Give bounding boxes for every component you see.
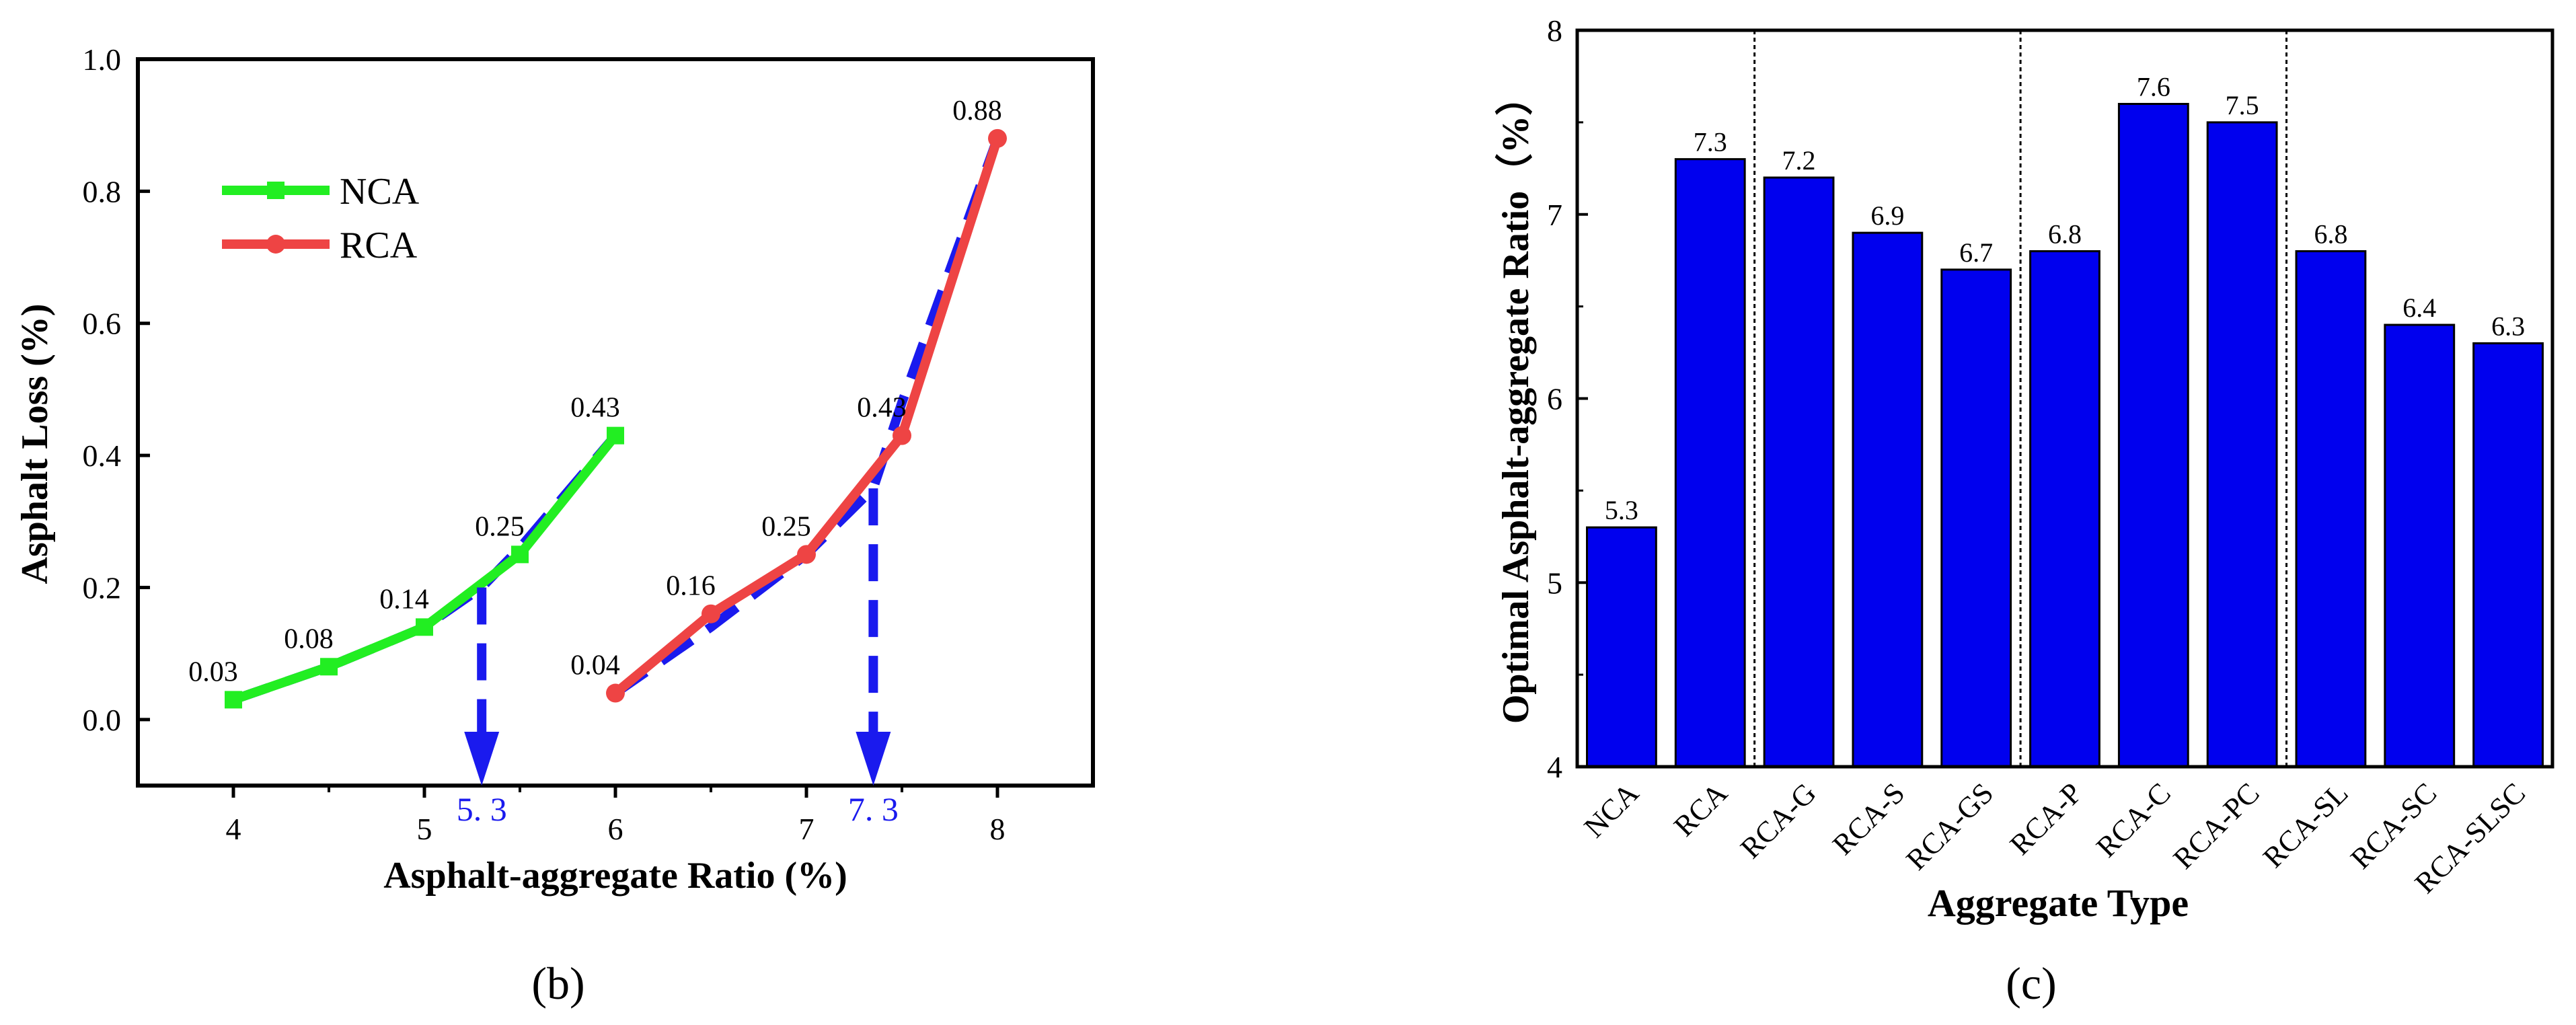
b-point-nca bbox=[225, 691, 242, 709]
b-point-rca bbox=[702, 604, 720, 623]
b-data-label: 0.08 bbox=[284, 623, 334, 654]
c-y-tick-label: 6 bbox=[1547, 382, 1562, 416]
b-data-label: 0.25 bbox=[475, 511, 525, 542]
b-arrow-annotation: 5. 3 bbox=[457, 790, 507, 828]
c-bar-value-label: 7.2 bbox=[1782, 145, 1816, 176]
b-tick-labels: 0.0 0.2 0.4 0.6 0.8 1.0 4 5 6 7 8 bbox=[83, 42, 1006, 846]
b-point-nca bbox=[320, 658, 338, 676]
c-bar-value-label: 6.8 bbox=[2314, 219, 2347, 250]
c-bar-rca-g bbox=[1763, 176, 1835, 768]
b-arrows: 5. 3 7. 3 bbox=[457, 488, 899, 828]
b-data-label: 0.88 bbox=[952, 96, 1002, 126]
b-axes bbox=[136, 57, 1095, 798]
b-point-nca bbox=[511, 545, 529, 564]
c-y-axis-label: Optimal Asphalt-aggregate Ratio（%） bbox=[1494, 78, 1537, 724]
b-point-nca bbox=[416, 618, 433, 636]
c-tick-labels: 4 5 6 7 8 bbox=[1547, 13, 1562, 784]
c-y-tick-label: 7 bbox=[1547, 198, 1562, 232]
b-y-tick-label: 0.0 bbox=[83, 703, 122, 737]
panel-c-bar-chart: 5.37.37.26.96.76.87.67.56.86.46.3 45678 … bbox=[1494, 13, 2554, 1009]
c-bar-rca bbox=[1674, 158, 1746, 768]
c-y-tick-label: 5 bbox=[1547, 566, 1562, 600]
c-bar-value-label: 6.9 bbox=[1870, 200, 1904, 231]
c-bar-value-label: 6.4 bbox=[2402, 293, 2436, 323]
b-y-tick-label: 0.8 bbox=[83, 174, 122, 208]
b-dashed-fit-line bbox=[613, 137, 1002, 697]
b-data-label: 0.43 bbox=[857, 393, 907, 424]
c-bar-value-label: 7.3 bbox=[1694, 127, 1727, 157]
b-legend: NCA RCA bbox=[222, 171, 420, 266]
c-bar-value-label: 6.7 bbox=[1959, 237, 1993, 268]
b-point-rca bbox=[797, 545, 816, 564]
c-bar-rca-s bbox=[1852, 231, 1924, 768]
c-bar-value-label: 7.5 bbox=[2226, 90, 2259, 120]
panel-b-line-chart: 0.030.080.140.250.430.040.160.250.430.88… bbox=[14, 42, 1095, 1009]
b-data-label: 0.14 bbox=[379, 584, 429, 615]
c-bar-nca bbox=[1586, 526, 1657, 768]
b-data-labels: 0.03 0.08 0.14 0.25 0.43 0.04 0.16 0.25 0.43 0.88 bbox=[188, 96, 1002, 688]
c-bar-rca-sc bbox=[2384, 324, 2456, 768]
c-x-axis-label: Aggregate Type bbox=[1928, 881, 2189, 925]
b-legend-label: RCA bbox=[340, 225, 418, 266]
b-x-tick-label: 6 bbox=[608, 812, 623, 846]
c-axes bbox=[1575, 28, 2554, 769]
b-legend-label: NCA bbox=[340, 171, 420, 213]
b-arrow-head bbox=[464, 732, 500, 786]
b-data-series bbox=[225, 128, 1007, 709]
b-x-tick-label: 4 bbox=[226, 812, 241, 846]
b-point-rca bbox=[893, 426, 911, 445]
b-y-axis-label: Asphalt Loss (%) bbox=[14, 304, 56, 584]
c-bar-rca-slsc bbox=[2472, 342, 2544, 768]
c-bar-rca-pc bbox=[2206, 121, 2278, 768]
b-y-tick-label: 1.0 bbox=[83, 42, 122, 77]
b-legend-marker bbox=[266, 235, 285, 254]
b-x-tick-label: 7 bbox=[799, 812, 815, 846]
b-point-nca bbox=[607, 426, 624, 445]
c-bar-value-label: 7.6 bbox=[2137, 72, 2170, 102]
b-y-tick-label: 0.6 bbox=[83, 307, 122, 341]
c-panel-label: (c) bbox=[2006, 958, 2056, 1009]
b-x-tick-label: 5 bbox=[417, 812, 432, 846]
c-y-tick-label: 8 bbox=[1547, 13, 1562, 48]
c-bar-rca-sl bbox=[2295, 250, 2367, 768]
b-data-label: 0.04 bbox=[570, 650, 620, 681]
b-point-rca bbox=[988, 128, 1007, 148]
c-bar-value-label: 6.8 bbox=[2048, 219, 2082, 250]
c-y-tick-label: 4 bbox=[1547, 750, 1562, 784]
b-data-label: 0.25 bbox=[761, 511, 811, 542]
c-bar-value-label: 6.3 bbox=[2491, 311, 2525, 341]
c-bar-rca-c bbox=[2117, 103, 2189, 768]
b-data-label: 0.16 bbox=[666, 571, 716, 602]
b-data-label: 0.03 bbox=[188, 656, 238, 687]
b-arrow-annotation: 7. 3 bbox=[848, 790, 899, 828]
b-panel-label: (b) bbox=[531, 958, 584, 1009]
b-y-tick-label: 0.2 bbox=[83, 570, 122, 605]
b-point-rca bbox=[606, 683, 625, 703]
b-legend-marker bbox=[267, 182, 285, 199]
b-y-tick-label: 0.4 bbox=[83, 439, 122, 473]
c-bar-rca-gs bbox=[1940, 268, 2012, 768]
c-value-labels: 5.3 7.3 7.2 6.9 6.7 6.8 7.6 7.5 6.8 6.4 6.3 bbox=[1605, 72, 2525, 526]
b-arrow-head bbox=[856, 732, 891, 786]
b-data-label: 0.43 bbox=[570, 393, 620, 424]
c-bar-rca-p bbox=[2029, 250, 2100, 768]
c-bar-value-label: 5.3 bbox=[1605, 495, 1638, 525]
b-x-tick-label: 8 bbox=[990, 812, 1006, 846]
b-x-axis-label: Asphalt-aggregate Ratio (%) bbox=[383, 855, 847, 897]
